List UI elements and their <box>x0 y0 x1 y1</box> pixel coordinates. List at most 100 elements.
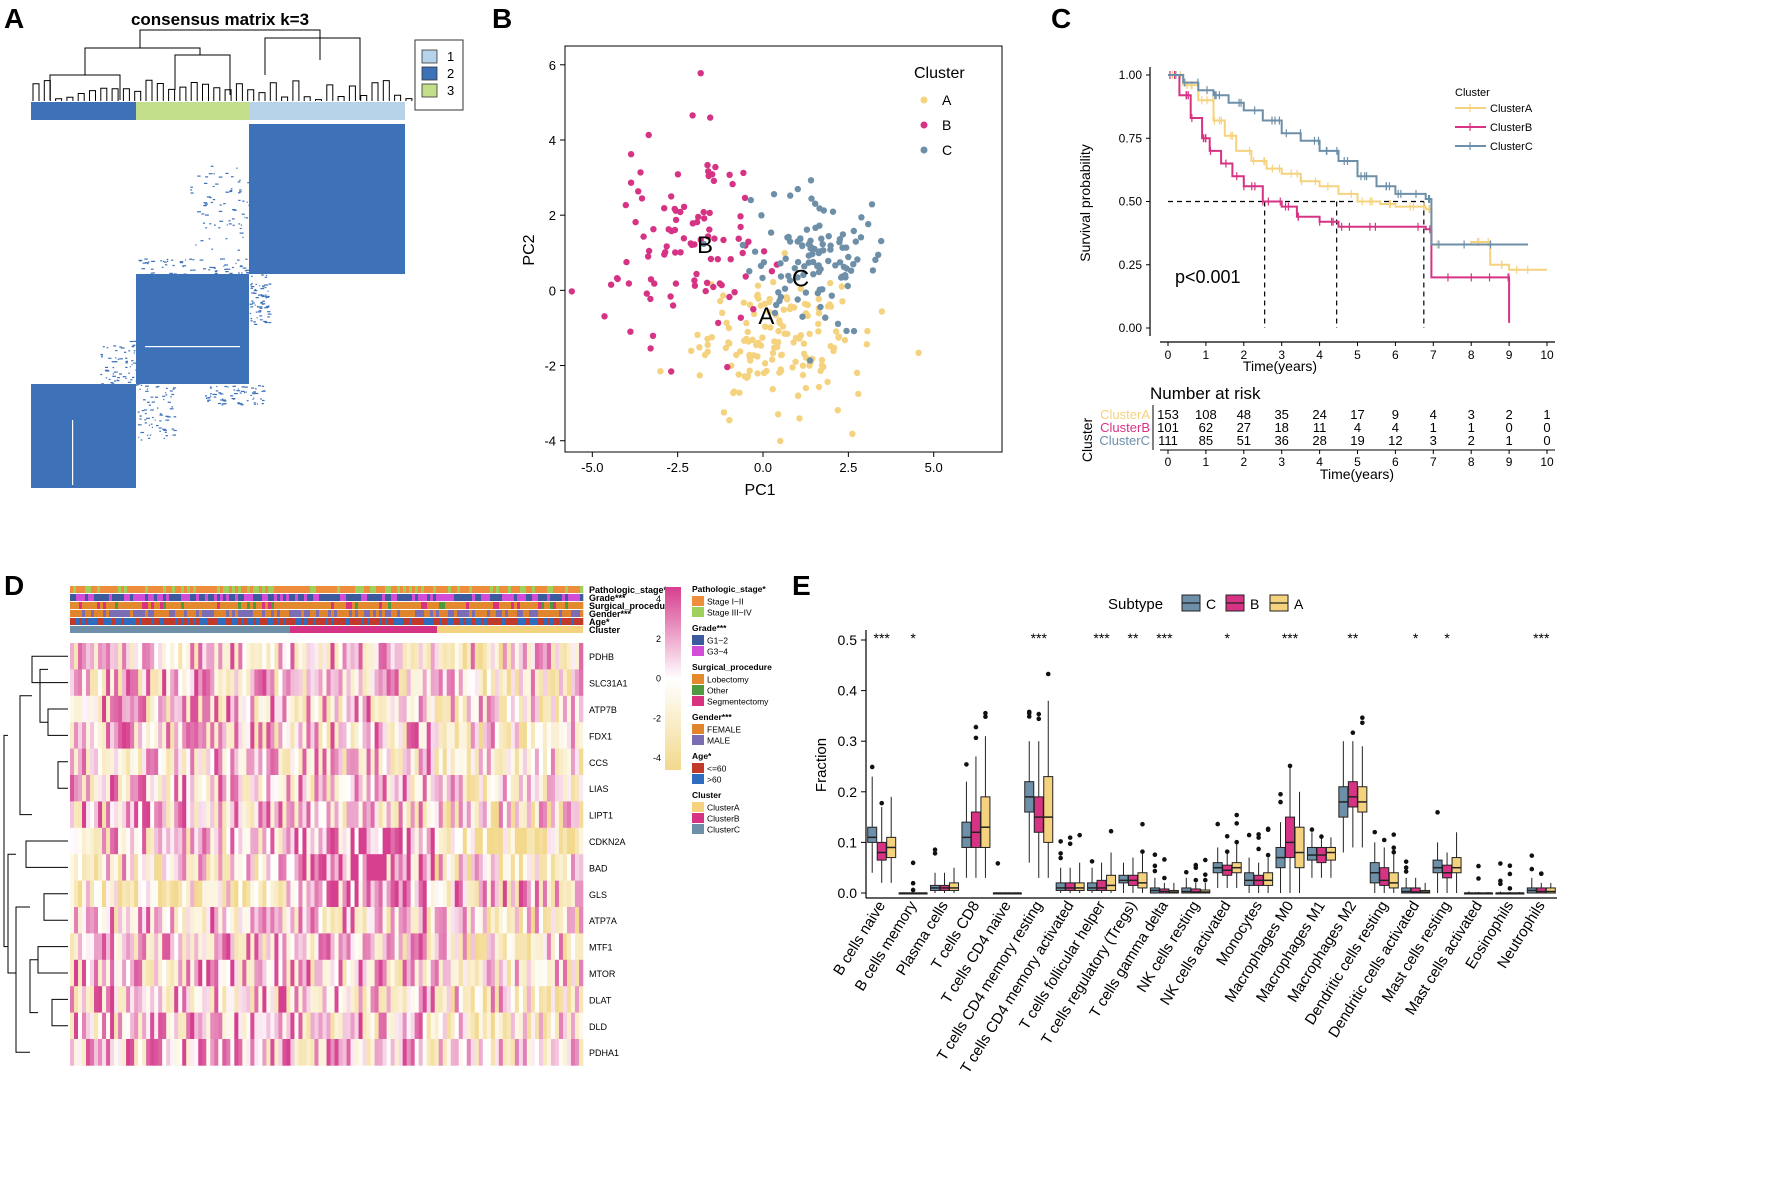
heatmap-cell <box>98 775 103 802</box>
consensus-speckle <box>117 358 120 360</box>
annotation-cell <box>226 586 230 593</box>
heatmap-cell <box>282 801 287 829</box>
heatmap-cell <box>202 775 207 802</box>
heatmap-cell <box>578 1012 584 1040</box>
heatmap-cell <box>154 880 159 908</box>
annotation-cell <box>223 586 227 593</box>
heatmap-cell <box>502 775 508 802</box>
heatmap-cell <box>378 1039 383 1066</box>
heatmap-cell <box>82 880 87 908</box>
annotation-cell <box>553 610 557 617</box>
heatmap-cell <box>526 986 532 1013</box>
annotation-cell <box>532 586 536 593</box>
consensus-speckle <box>231 188 233 190</box>
consensus-speckle <box>205 227 208 229</box>
heatmap-cell <box>390 933 395 961</box>
box-outlier <box>1036 711 1042 717</box>
heatmap-cell <box>118 801 123 829</box>
heatmap-cell <box>274 695 279 723</box>
heatmap-cell <box>134 827 139 855</box>
annotation-cell <box>100 618 104 625</box>
pca-point-a <box>802 384 810 392</box>
pca-point-c <box>816 286 823 293</box>
heatmap-cell <box>414 907 419 934</box>
heatmap-cell <box>110 880 115 908</box>
heatmap-cell <box>370 880 375 908</box>
heatmap-cell <box>70 880 75 908</box>
heatmap-cell <box>446 643 452 670</box>
consensus-speckle <box>262 300 265 302</box>
consensus-speckle <box>142 262 146 264</box>
pca-y-tick-label: 0 <box>549 283 556 298</box>
pca-point-a <box>726 417 733 424</box>
annotation-cell <box>109 618 113 625</box>
heatmap-cell <box>426 986 432 1013</box>
heatmap-cell <box>530 722 536 749</box>
heatmap-cell <box>330 775 335 802</box>
heatmap-cell <box>158 854 163 881</box>
annotation-cell <box>301 610 305 617</box>
box-body <box>1432 859 1443 874</box>
heatmap-cell <box>478 959 484 987</box>
pca-point-c <box>872 256 879 263</box>
heatmap-cell <box>526 880 532 908</box>
pca-point-b <box>650 226 657 233</box>
heatmap-cell <box>410 669 415 697</box>
heatmap-cell <box>546 722 552 749</box>
consensus-speckle <box>157 407 159 409</box>
heatmap-cell <box>218 1012 223 1040</box>
heatmap-cell <box>230 695 235 723</box>
heatmap-cell <box>278 880 283 908</box>
heatmap-cell <box>474 643 480 670</box>
annotation-cell <box>340 594 344 601</box>
heatmap-cell <box>478 880 484 908</box>
consensus-speckle <box>260 301 264 303</box>
heatmap-cell <box>498 775 504 802</box>
risk-x-tick-label: 9 <box>1506 455 1513 469</box>
annotation-cell <box>436 610 440 617</box>
heatmap-cell <box>318 643 323 670</box>
annotation-cell <box>307 594 311 601</box>
pca-point-a <box>769 349 777 357</box>
heatmap-cell <box>346 827 351 855</box>
heatmap-cell <box>134 695 139 723</box>
heatmap-cell <box>578 775 584 802</box>
heatmap-cell <box>498 933 504 961</box>
heatmap-cell <box>246 801 251 829</box>
heatmap-cell <box>406 669 411 697</box>
annotation-cell <box>172 610 176 617</box>
consensus-speckle <box>245 391 247 393</box>
heatmap-cell <box>418 695 423 723</box>
heatmap-cell <box>494 986 500 1013</box>
heatmap-cell <box>166 933 171 961</box>
heatmap-cell <box>482 748 488 776</box>
pca-point-b <box>632 218 639 226</box>
legend-swatch <box>692 824 704 834</box>
heatmap-cell <box>258 986 263 1013</box>
heatmap-cell <box>294 775 299 802</box>
heatmap-cell <box>458 854 464 881</box>
heatmap-cell <box>462 722 468 749</box>
pca-point-c <box>770 191 778 198</box>
heatmap-cell <box>170 907 175 934</box>
heatmap-cell <box>394 695 399 723</box>
pca-point-c <box>810 271 817 278</box>
consensus-legend: 1 2 3 <box>414 39 464 111</box>
consensus-speckle <box>169 408 174 410</box>
heatmap-cell <box>506 801 512 829</box>
annotation-cell <box>196 594 200 601</box>
pca-point-a <box>763 367 770 375</box>
heatmap-cell <box>370 748 375 776</box>
heatmap-cell <box>370 1012 375 1040</box>
consensus-speckle <box>259 319 263 321</box>
heatmap-cell <box>510 722 516 749</box>
heatmap-cell <box>510 748 516 776</box>
heatmap-cell <box>294 986 299 1013</box>
heatmap-cell <box>162 880 167 908</box>
annotation-cell <box>85 618 89 625</box>
annotation-cell <box>388 618 392 625</box>
heatmap-cell <box>214 643 219 670</box>
box-body <box>1401 887 1412 894</box>
annotation-cell <box>205 610 209 617</box>
heatmap-cell <box>102 775 107 802</box>
